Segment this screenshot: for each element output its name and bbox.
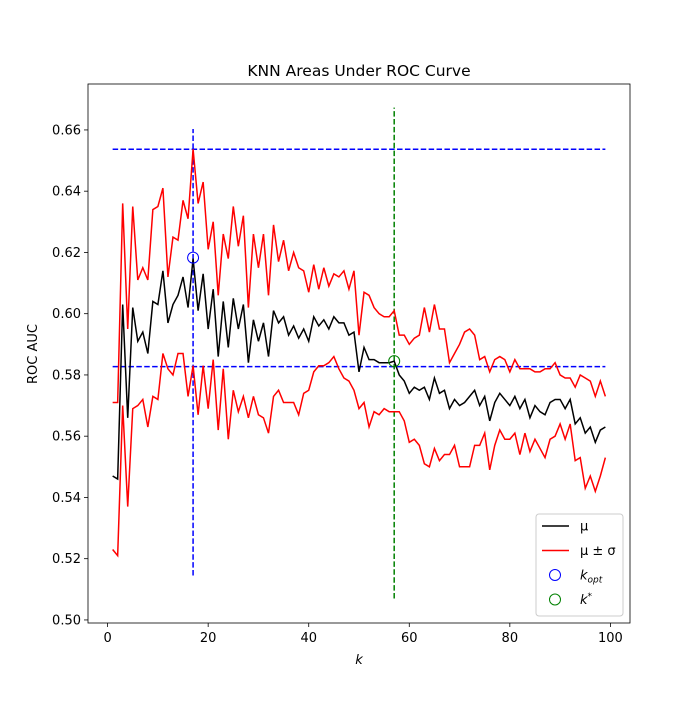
y-tick-label: 0.50 — [52, 613, 81, 628]
y-axis-label: ROC AUC — [26, 324, 41, 384]
legend-label-main: k — [580, 569, 588, 584]
legend-label-sub: opt — [588, 576, 603, 586]
y-tick-label: 0.54 — [52, 491, 81, 506]
legend-label-sup: * — [588, 592, 593, 602]
x-tick-label: 0 — [103, 631, 111, 646]
legend-label: μ ± σ — [580, 544, 616, 559]
legend-label: kopt — [580, 569, 603, 586]
legend-swatch — [549, 569, 561, 581]
marker — [388, 355, 401, 368]
series-line — [112, 352, 607, 558]
x-tick-label: 20 — [200, 631, 217, 646]
legend-box — [535, 513, 624, 617]
y-tick-label: 0.66 — [52, 123, 81, 138]
x-tick-label: 80 — [502, 631, 519, 646]
x-axis-label: k — [355, 653, 363, 668]
y-tick-label: 0.62 — [52, 246, 81, 261]
marker — [187, 251, 200, 264]
x-tick-label: 60 — [401, 631, 418, 646]
plot-frame — [87, 83, 631, 624]
y-tick-label: 0.64 — [52, 185, 81, 200]
series-line — [112, 258, 606, 481]
legend-label: k* — [580, 592, 593, 608]
y-tick-label: 0.52 — [52, 552, 81, 567]
y-tick-label: 0.56 — [52, 430, 81, 445]
legend-label-main: k — [580, 593, 588, 608]
y-tick-label: 0.60 — [52, 307, 81, 322]
legend-swatch — [549, 593, 561, 606]
x-tick-label: 40 — [300, 631, 317, 646]
y-tick-label: 0.58 — [52, 368, 81, 383]
chart-title: KNN Areas Under ROC Curve — [247, 62, 470, 80]
series-line — [112, 149, 607, 404]
legend-label: μ — [580, 520, 588, 535]
x-tick-label: 100 — [598, 631, 623, 646]
